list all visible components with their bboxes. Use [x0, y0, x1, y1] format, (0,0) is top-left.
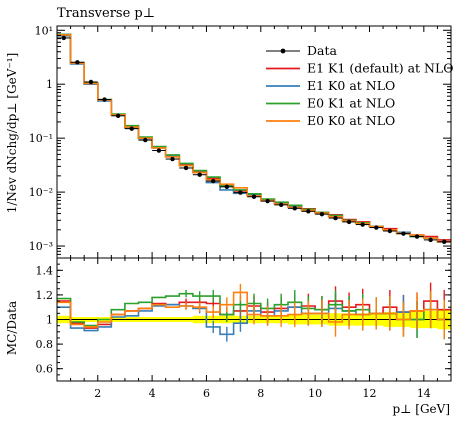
y-tick-label: 1: [46, 314, 53, 327]
data-point: [61, 35, 66, 41]
data-point: [156, 148, 162, 153]
data-point: [75, 60, 80, 65]
legend-label: E0 K1 at NLO: [307, 96, 395, 111]
data-point: [170, 156, 175, 162]
x-tick-label: 8: [257, 387, 264, 400]
ratio-series-3: [57, 283, 451, 340]
data-point: [414, 234, 420, 239]
x-tick-label: 2: [94, 387, 101, 400]
xlabel: p⊥ [GeV]: [393, 402, 451, 416]
data-point: [129, 126, 134, 131]
data-point: [319, 211, 325, 217]
legend-entry-0: E1 K1 (default) at NLO: [266, 61, 454, 76]
data-point: [278, 202, 284, 208]
y-tick-label: 1.2: [36, 289, 54, 302]
data-point: [442, 239, 447, 244]
legend-entry-2: E0 K1 at NLO: [266, 96, 395, 111]
y-tick-label: 1.4: [36, 264, 54, 277]
ratio-ylabel: MC/Data: [5, 301, 19, 355]
data-point: [251, 194, 257, 199]
data-point: [306, 209, 311, 214]
legend-label: E1 K1 (default) at NLO: [307, 61, 454, 76]
data-point: [292, 206, 297, 211]
main-ylabel: 1/Nev dNchg/dp⊥ [GeV⁻¹]: [5, 53, 19, 214]
y-tick-label: 10⁻¹: [29, 132, 53, 145]
data-point: [224, 184, 230, 190]
x-tick-label: 4: [149, 387, 156, 400]
data-point: [115, 113, 121, 118]
main-plot-area: [57, 33, 451, 244]
x-tick-label: 14: [417, 387, 431, 400]
y-tick-label: 10⁻³: [29, 240, 53, 253]
legend-label: Data: [307, 43, 337, 58]
ratio-plot-area: [57, 282, 452, 342]
data-point: [360, 222, 365, 227]
data-point: [374, 225, 379, 230]
data-point: [102, 97, 107, 102]
data-point: [143, 137, 148, 143]
x-tick-label: 10: [308, 387, 322, 400]
data-point: [88, 79, 94, 85]
data-point: [183, 165, 189, 171]
main-title: Transverse p⊥: [57, 6, 155, 21]
data-point: [265, 198, 270, 204]
x-tick-label: 6: [203, 387, 210, 400]
legend-label: E0 K0 at NLO: [307, 113, 395, 128]
data-point: [211, 178, 216, 184]
data-point: [346, 219, 352, 225]
y-tick-label: 1: [46, 78, 53, 91]
data-point: [387, 228, 393, 234]
ratio-panel: MC/Data 2 4 6 8 10 12 14 0.6 0.8 1 1.2 1.4 p⊥ [GeV]: [5, 257, 452, 416]
legend: Data E1 K1 (default) at NLO E1 K0 at NLO E0…: [266, 43, 454, 128]
y-tick-label: 10⁻²: [29, 186, 53, 199]
data-point: [333, 215, 338, 221]
data-points: [57, 35, 451, 244]
legend-entry-1: E1 K0 at NLO: [266, 78, 395, 93]
y-tick-label: 0.8: [36, 338, 54, 351]
legend-marker: [280, 48, 286, 54]
legend-entry-3: E0 K0 at NLO: [266, 113, 395, 128]
data-point: [197, 172, 202, 177]
data-point: [401, 231, 406, 236]
ratio-frame: [56, 257, 452, 382]
y-tick-label: 0.6: [36, 363, 54, 376]
legend-entry-data: Data: [266, 43, 337, 58]
legend-label: E1 K0 at NLO: [307, 78, 395, 93]
x-tick-label: 12: [362, 387, 376, 400]
y-tick-label: 10¹: [35, 24, 53, 37]
data-point: [238, 190, 243, 195]
data-point: [428, 237, 433, 243]
